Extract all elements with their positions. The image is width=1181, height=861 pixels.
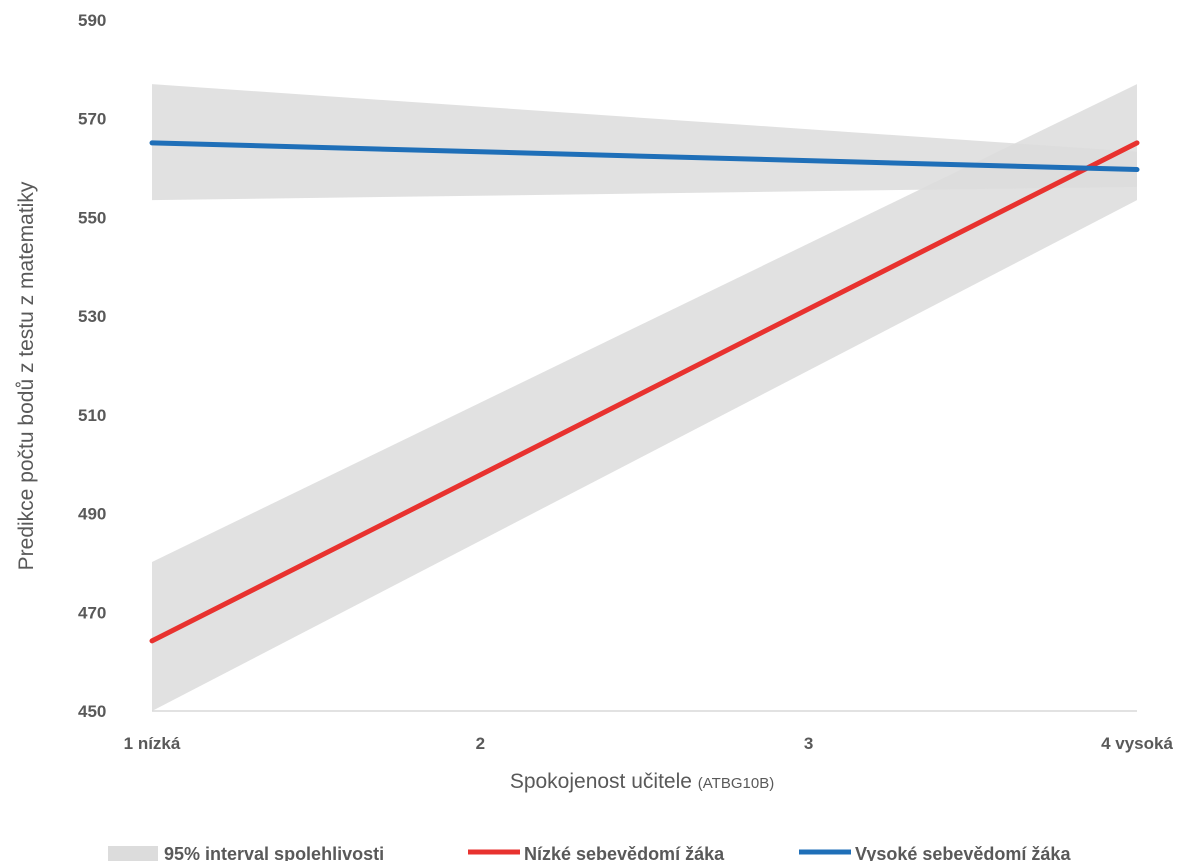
y-tick-label: 470 [78,603,106,622]
axes: 450 470 490 510 530 550 570 590 1 nízká 2 3 4 vysok… [78,11,1173,753]
y-tick-label: 530 [78,307,106,326]
y-tick-label: 510 [78,406,106,425]
y-tick-label: 550 [78,208,106,227]
x-tick-label: 1 nízká [124,734,181,753]
legend-label-low: Nízké sebevědomí žáka [524,844,725,861]
y-tick-label: 590 [78,11,106,30]
x-axis-title: Spokojenost učitele (ATBG10B) [510,770,774,793]
legend: 95% interval spolehlivosti Nízké sebevěd… [108,844,1071,861]
ci-band-1 [152,84,1137,201]
legend-label-ci: 95% interval spolehlivosti [164,844,384,861]
y-axis-title: Predikce počtu bodů z testu z matematiky [15,181,38,570]
legend-swatch-ci [108,846,158,861]
confidence-bands [152,84,1137,711]
series-line-1 [149,140,1140,173]
x-tick-label: 2 [476,734,485,753]
y-tick-label: 570 [78,110,106,129]
series-line-0 [149,140,1140,644]
x-tick-label: 3 [804,734,813,753]
x-tick-label: 4 vysoká [1101,734,1173,753]
y-tick-label: 490 [78,505,106,524]
ci-band-0 [152,84,1137,711]
series-lines [149,140,1140,644]
y-tick-label: 450 [78,702,106,721]
legend-label-high: Vysoké sebevědomí žáka [855,844,1071,861]
